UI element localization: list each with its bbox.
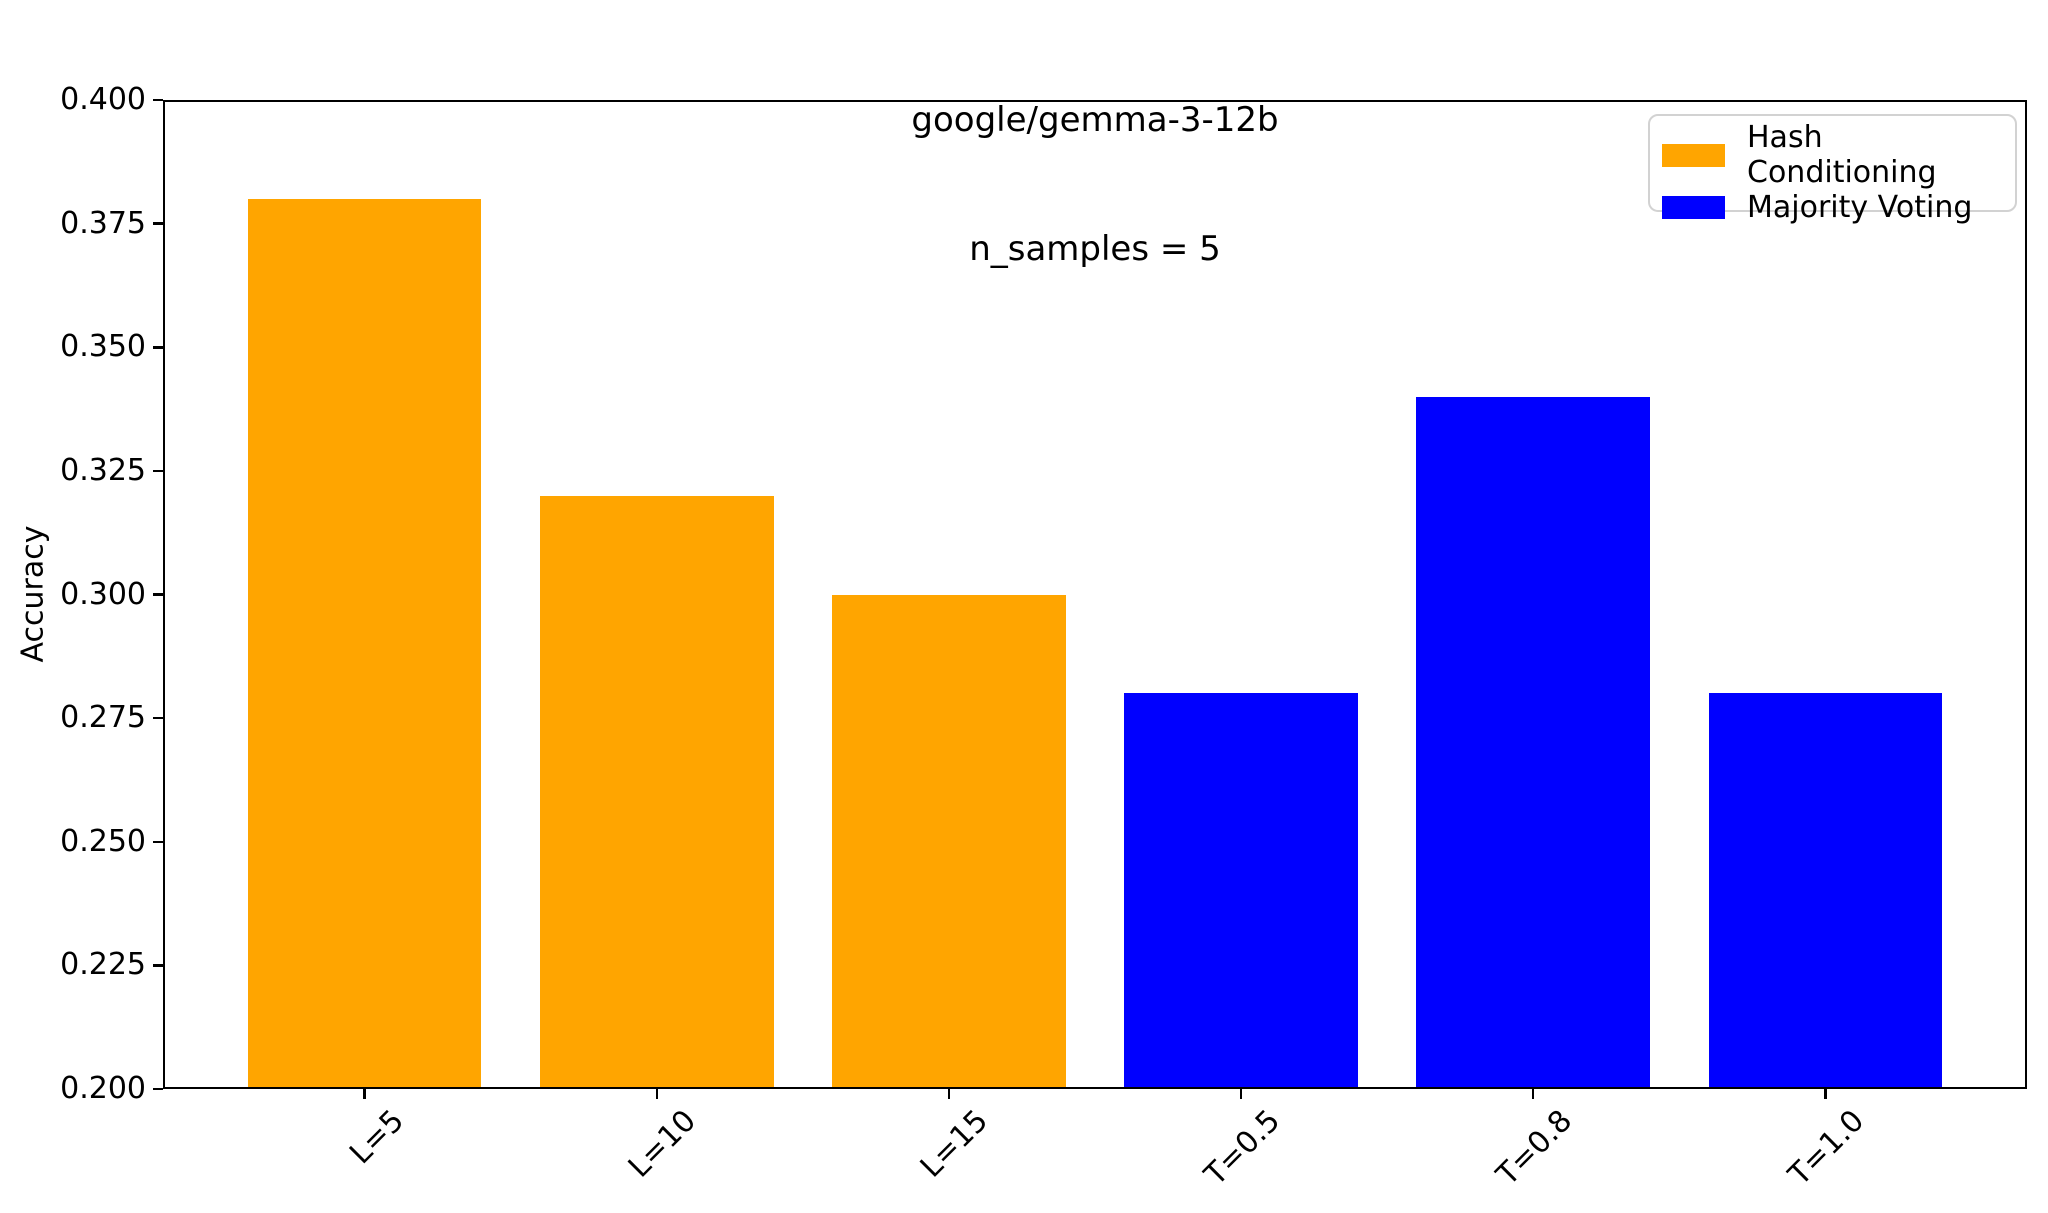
legend: Hash Conditioning Majority Voting <box>1648 114 2017 225</box>
y-tick-label-0.375: 0.375 <box>60 205 146 241</box>
x-tick-label-T=1.0: T=1.0 <box>1782 1103 1872 1193</box>
bar-T=0.5 <box>1124 693 1358 1089</box>
y-tick-label-0.200: 0.200 <box>60 1071 146 1106</box>
bar-L=10 <box>539 495 774 1089</box>
bar-L=15 <box>832 594 1066 1089</box>
x-tick-mark <box>1239 1089 1243 1099</box>
y-tick-mark <box>153 840 163 843</box>
legend-label-majority-voting: Majority Voting <box>1747 190 1973 225</box>
x-tick-mark <box>1824 1089 1827 1099</box>
x-tick-mark <box>655 1089 658 1099</box>
y-tick-mark <box>153 593 163 596</box>
x-tick-mark <box>947 1089 951 1099</box>
y-tick-label-0.225: 0.225 <box>60 947 146 983</box>
y-tick-mark <box>153 716 163 720</box>
x-tick-mark <box>1531 1089 1535 1099</box>
y-tick-mark <box>153 1087 163 1091</box>
legend-swatch-majority-voting <box>1662 196 1725 219</box>
x-tick-label-T=0.8: T=0.8 <box>1490 1103 1580 1193</box>
legend-item-majority-voting: Majority Voting <box>1662 190 2003 225</box>
y-tick-label-0.275: 0.275 <box>60 700 146 736</box>
x-tick-label-L=5: L=5 <box>342 1103 411 1172</box>
chart-title: google/gemma-3-12b n_samples = 5 <box>163 13 2027 357</box>
bar-L=5 <box>247 198 482 1089</box>
y-tick-mark <box>153 222 163 225</box>
y-tick-label-0.250: 0.250 <box>60 823 146 859</box>
y-tick-mark <box>153 98 163 102</box>
legend-swatch-hash-conditioning <box>1662 143 1725 167</box>
bar-T=1.0 <box>1708 693 1943 1089</box>
legend-label-hash-conditioning: Hash Conditioning <box>1747 120 1937 190</box>
chart-title-line1: google/gemma-3-12b <box>911 100 1279 140</box>
y-tick-mark <box>153 346 163 349</box>
y-tick-label-0.350: 0.350 <box>60 329 146 365</box>
legend-item-hash-conditioning: Hash Conditioning <box>1662 120 2003 190</box>
y-tick-label-0.300: 0.300 <box>60 576 146 612</box>
chart-title-line2: n_samples = 5 <box>969 229 1221 269</box>
plot-area <box>163 100 2027 1089</box>
y-tick-mark <box>153 964 163 967</box>
x-tick-mark <box>363 1089 366 1099</box>
y-tick-mark <box>153 469 163 473</box>
y-tick-label-0.325: 0.325 <box>60 452 146 488</box>
y-tick-label-0.400: 0.400 <box>60 82 146 117</box>
bar-T=0.8 <box>1416 396 1651 1089</box>
x-tick-label-L=15: L=15 <box>913 1103 995 1185</box>
x-tick-label-T=0.5: T=0.5 <box>1197 1103 1288 1193</box>
x-tick-label-L=10: L=10 <box>621 1103 703 1185</box>
